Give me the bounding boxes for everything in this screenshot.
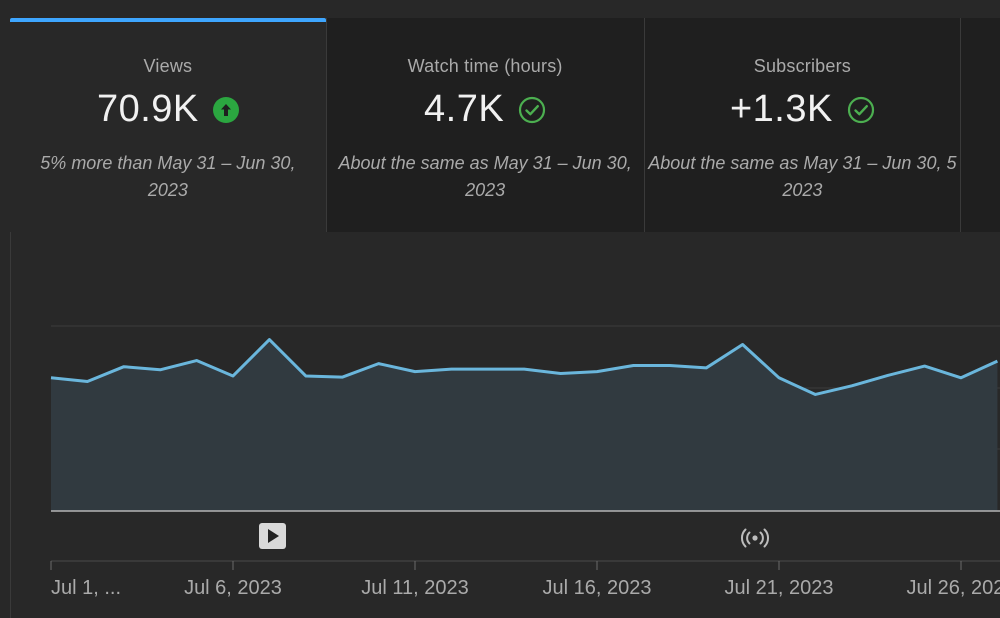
- play-icon: [266, 528, 280, 544]
- x-tick-label: Jul 1, ...: [51, 577, 121, 600]
- x-tick-marks: [51, 561, 961, 570]
- chart-area-fill: [51, 340, 997, 511]
- x-tick-label: Jul 6, 2023: [184, 577, 282, 600]
- x-tick-label: Jul 21, 2023: [725, 577, 834, 600]
- x-tick-label: Jul 16, 2023: [543, 577, 652, 600]
- x-tick-label: Jul 11, 2023: [361, 577, 469, 600]
- video-marker-play[interactable]: [259, 523, 286, 549]
- views-chart: [0, 0, 1000, 600]
- video-marker-live[interactable]: [739, 527, 771, 549]
- live-broadcast-icon: [739, 527, 771, 549]
- x-tick-label: Jul 26, 2023: [907, 577, 1000, 600]
